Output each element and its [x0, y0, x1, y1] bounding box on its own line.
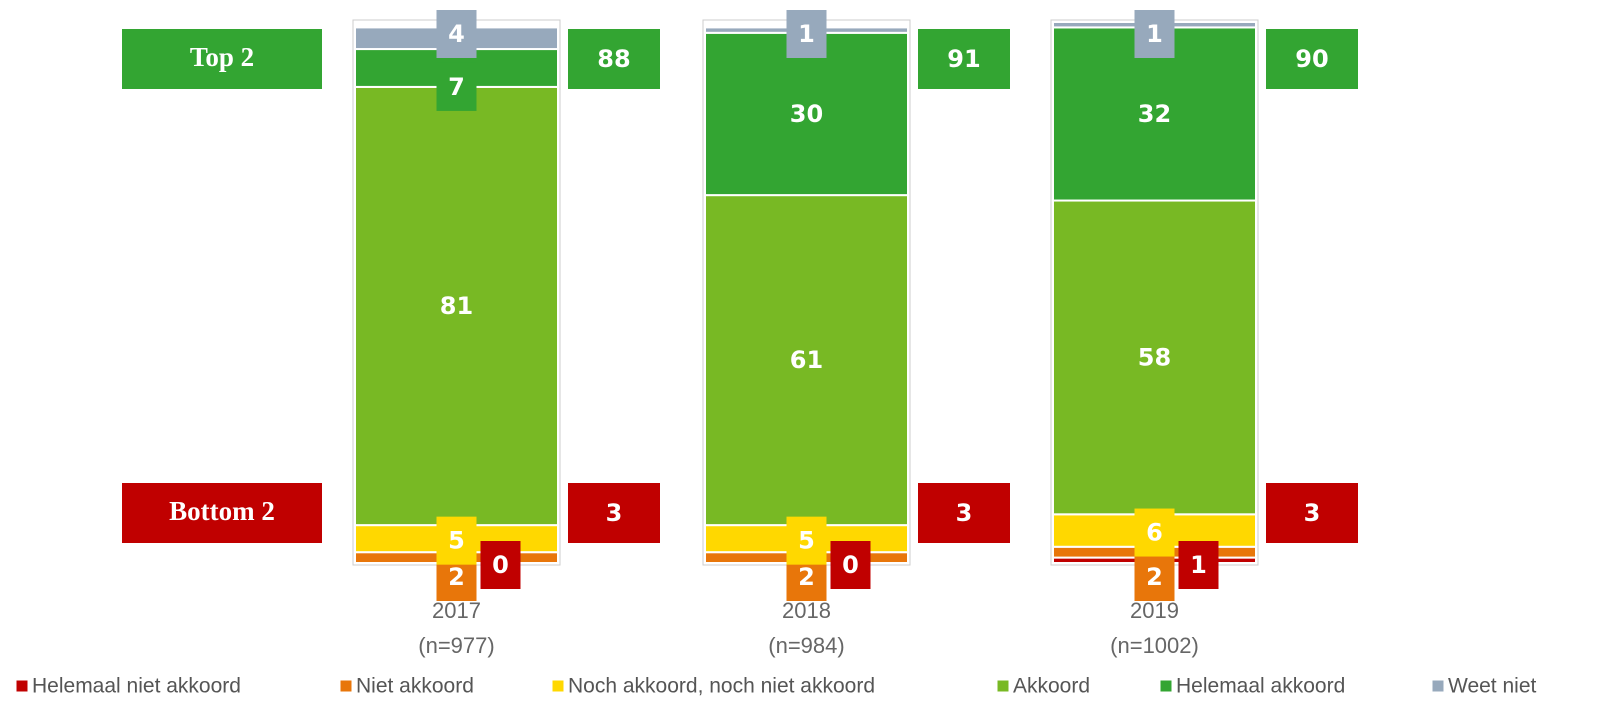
- legend-swatch: [15, 679, 29, 693]
- value-label: 30: [790, 100, 823, 128]
- value-label: 4: [448, 20, 465, 48]
- value-label: 2: [798, 563, 815, 591]
- value-label: 0: [842, 551, 859, 579]
- summary-label: Top 2: [190, 42, 254, 72]
- value-label: 5: [448, 527, 465, 555]
- summary-box: [918, 483, 1010, 543]
- bar-segment: [704, 194, 909, 527]
- value-label: 5: [798, 527, 815, 555]
- value-label-box: [1178, 541, 1219, 589]
- legend-label: Noch akkoord, noch niet akkoord: [568, 675, 875, 698]
- legend-label: Helemaal akkoord: [1176, 675, 1345, 698]
- value-label: 1: [1190, 551, 1207, 579]
- summary-label-box: [122, 29, 322, 89]
- summary-label: Bottom 2: [169, 496, 275, 526]
- value-label-box: [436, 10, 477, 58]
- sample-size: (n=984): [768, 633, 844, 658]
- value-label: 32: [1138, 100, 1171, 128]
- summary-value: 91: [947, 45, 980, 73]
- legend-label: Akkoord: [1013, 675, 1090, 698]
- sample-size: (n=977): [418, 633, 494, 658]
- value-label: 0: [492, 551, 509, 579]
- value-label: 2: [448, 563, 465, 591]
- value-label-box: [436, 62, 477, 111]
- value-label: 2: [1146, 563, 1163, 591]
- value-label: 6: [1146, 519, 1163, 547]
- summary-box: [1266, 29, 1358, 89]
- bar-segment: [704, 31, 909, 197]
- summary-value: 88: [597, 45, 630, 73]
- value-label: 7: [448, 73, 465, 101]
- value-label: 1: [798, 20, 815, 48]
- value-label: 81: [440, 292, 473, 320]
- legend-swatch: [339, 679, 353, 693]
- bar-segment: [1052, 199, 1257, 516]
- value-label-box: [830, 541, 871, 589]
- legend-swatch: [551, 679, 565, 693]
- value-label: 61: [790, 346, 823, 374]
- legend-swatch: [996, 679, 1010, 693]
- summary-box: [918, 29, 1010, 89]
- value-label-box: [786, 516, 827, 565]
- value-label-box: [786, 10, 827, 58]
- value-label: 1: [1146, 20, 1163, 48]
- x-tick-label: 2019: [1130, 598, 1179, 623]
- value-label-box: [1134, 10, 1175, 58]
- summary-box: [568, 29, 660, 89]
- value-label: 58: [1138, 343, 1171, 371]
- legend-label: Niet akkoord: [356, 675, 474, 698]
- summary-box: [1266, 483, 1358, 543]
- x-tick-label: 2017: [432, 598, 481, 623]
- legend-swatch: [1431, 679, 1445, 693]
- summary-value: 3: [956, 499, 973, 527]
- value-label-box: [1134, 553, 1175, 601]
- legend-label: Weet niet: [1448, 675, 1536, 698]
- value-label-box: [480, 541, 521, 589]
- summary-value: 3: [1304, 499, 1321, 527]
- x-tick-label: 2018: [782, 598, 831, 623]
- legend-label: Helemaal niet akkoord: [32, 675, 241, 698]
- summary-label-box: [122, 483, 322, 543]
- summary-value: 3: [606, 499, 623, 527]
- value-label-box: [436, 516, 477, 565]
- summary-value: 90: [1295, 45, 1328, 73]
- sample-size: (n=1002): [1110, 633, 1199, 658]
- legend-swatch: [1159, 679, 1173, 693]
- bar-segment: [354, 85, 559, 527]
- value-label-box: [1134, 508, 1175, 557]
- summary-box: [568, 483, 660, 543]
